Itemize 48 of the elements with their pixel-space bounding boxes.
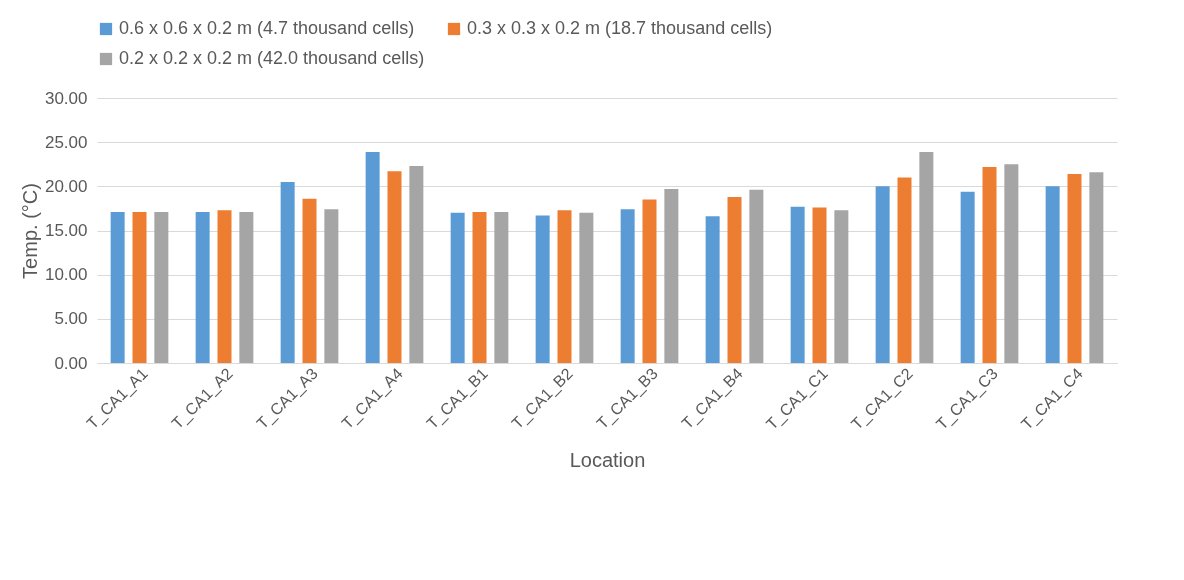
y-tick-label: 25.00 [44, 132, 88, 152]
bar [409, 166, 424, 363]
bar [1045, 186, 1060, 363]
bar [812, 207, 827, 363]
y-tick-label: 0.00 [54, 353, 88, 373]
bar [195, 211, 210, 363]
bar [834, 210, 849, 363]
bar [450, 212, 465, 363]
bar [875, 186, 890, 363]
legend-label: 0.2 x 0.2 x 0.2 m (42.0 thousand cells) [119, 48, 425, 68]
bar [620, 209, 635, 363]
bar [1067, 173, 1082, 363]
legend-label: 0.3 x 0.3 x 0.2 m (18.7 thousand cells) [467, 18, 773, 38]
bar [154, 211, 169, 363]
bar [280, 181, 295, 363]
bar [727, 196, 742, 363]
bar [324, 209, 339, 363]
bar [132, 211, 147, 363]
y-tick-label: 30.00 [44, 88, 88, 108]
bar [472, 211, 487, 363]
bar [919, 151, 934, 363]
bar [705, 216, 720, 363]
bar [110, 211, 125, 363]
bar [579, 212, 594, 363]
bar [790, 206, 805, 363]
bar [642, 199, 657, 363]
y-tick-label: 10.00 [44, 265, 88, 285]
bar [365, 151, 380, 363]
legend-label: 0.6 x 0.6 x 0.2 m (4.7 thousand cells) [119, 18, 415, 38]
x-axis-title: Location [569, 448, 646, 471]
bar [557, 210, 572, 363]
bar [982, 166, 997, 363]
bar [302, 198, 317, 363]
y-tick-label: 20.00 [44, 176, 88, 196]
bar [1004, 164, 1019, 363]
bar [535, 215, 550, 363]
bar [494, 211, 509, 363]
y-tick-label: 5.00 [54, 309, 88, 329]
bar [217, 210, 232, 363]
bar [1089, 172, 1104, 363]
bar [387, 171, 402, 363]
bar [664, 188, 679, 363]
bar [897, 177, 912, 363]
bar [960, 191, 975, 363]
bar [749, 189, 764, 363]
bar [239, 211, 254, 363]
y-axis-title: Temp. (°C) [18, 183, 41, 279]
y-tick-label: 15.00 [44, 221, 88, 240]
